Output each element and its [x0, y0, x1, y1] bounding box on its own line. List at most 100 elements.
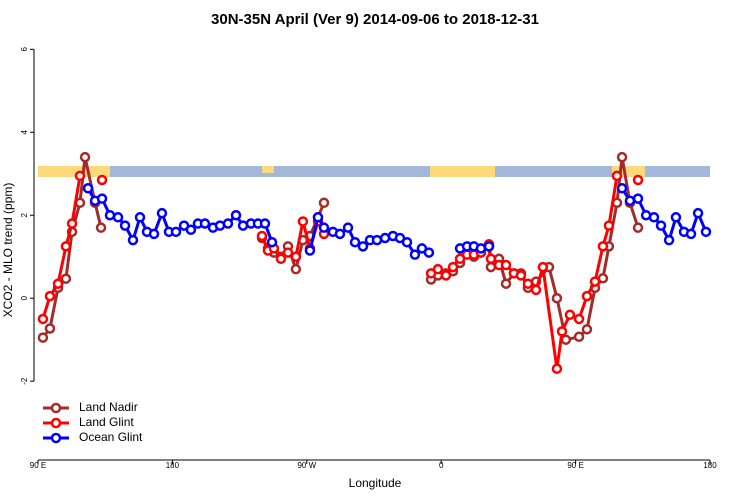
- point: [500, 278, 512, 289]
- point: [537, 261, 549, 273]
- point: [290, 251, 302, 262]
- point: [611, 170, 623, 182]
- y-tick-label: 6: [20, 47, 29, 52]
- point: [432, 263, 444, 275]
- land-mask-strip: [38, 166, 710, 177]
- point: [632, 174, 644, 186]
- point: [275, 253, 287, 265]
- point: [95, 222, 107, 233]
- point: [616, 183, 628, 194]
- point: [259, 218, 271, 229]
- point: [119, 220, 131, 231]
- point: [515, 270, 527, 281]
- legend-marker: [50, 417, 62, 429]
- point: [357, 241, 369, 252]
- legend-label: Ocean Glint: [79, 430, 143, 444]
- chart-title: 30N-35N April (Ver 9) 2014-09-06 to 2018…: [211, 11, 539, 28]
- y-tick-label: 0: [20, 295, 29, 300]
- point: [440, 270, 452, 281]
- legend-marker: [50, 402, 62, 414]
- point: [648, 212, 660, 223]
- point: [134, 212, 146, 223]
- x-tick-label: 90 E: [30, 461, 46, 470]
- x-tick-label: 180: [166, 461, 180, 470]
- point: [632, 193, 644, 204]
- point: [37, 332, 49, 343]
- point: [655, 220, 667, 231]
- point: [349, 236, 361, 248]
- legend-label: Land Glint: [79, 415, 134, 429]
- point: [401, 236, 413, 248]
- legend-marker: [50, 432, 62, 444]
- point: [96, 193, 108, 204]
- point: [597, 241, 609, 252]
- point: [44, 290, 56, 302]
- point: [156, 207, 168, 219]
- point: [670, 212, 682, 223]
- point: [485, 253, 497, 265]
- point: [573, 313, 585, 325]
- point: [624, 195, 636, 206]
- legend-label: Land Nadir: [79, 400, 138, 414]
- point: [256, 230, 268, 242]
- point: [530, 284, 542, 296]
- point: [700, 226, 712, 238]
- y-axis-label: XCO2 - MLO trend (ppm): [1, 183, 15, 318]
- point: [334, 228, 346, 240]
- point: [581, 290, 593, 302]
- point: [342, 222, 354, 233]
- point: [282, 247, 294, 258]
- point: [127, 234, 139, 246]
- point: [185, 224, 197, 236]
- point: [663, 234, 675, 246]
- point: [475, 243, 487, 254]
- x-tick-label: 90 W: [297, 461, 316, 470]
- point: [290, 263, 302, 275]
- point: [74, 170, 86, 182]
- point: [564, 309, 576, 321]
- point: [485, 261, 497, 273]
- point: [556, 326, 568, 337]
- point: [409, 249, 421, 260]
- point: [573, 331, 585, 343]
- point: [112, 212, 124, 223]
- series-line: [41, 156, 103, 339]
- point: [589, 276, 601, 287]
- point: [66, 218, 78, 229]
- point: [104, 209, 116, 221]
- x-tick-label: 180: [703, 461, 717, 470]
- point: [297, 216, 309, 227]
- y-tick-label: 2: [20, 212, 29, 217]
- point: [312, 212, 324, 223]
- point: [692, 207, 704, 219]
- point: [37, 313, 49, 325]
- point: [199, 218, 211, 229]
- point: [603, 220, 615, 231]
- point: [560, 334, 572, 345]
- point: [148, 228, 160, 240]
- point: [44, 323, 56, 334]
- point: [616, 151, 628, 163]
- point: [96, 174, 108, 186]
- point: [82, 183, 94, 194]
- point: [685, 228, 697, 240]
- x-tick-label: 90 E: [567, 461, 583, 470]
- y-tick-label: -2: [20, 377, 29, 385]
- point: [230, 209, 242, 221]
- point: [60, 241, 72, 252]
- point: [551, 292, 563, 304]
- point: [318, 197, 330, 209]
- point: [500, 259, 512, 271]
- point: [423, 247, 435, 258]
- point: [522, 278, 534, 289]
- point: [266, 236, 278, 248]
- point: [318, 222, 330, 233]
- point: [222, 218, 234, 229]
- point: [304, 245, 316, 256]
- x-axis-label: Longitude: [349, 476, 402, 490]
- point: [447, 261, 459, 273]
- point: [170, 226, 182, 238]
- x-tick-label: 0: [439, 461, 444, 470]
- point: [632, 222, 644, 233]
